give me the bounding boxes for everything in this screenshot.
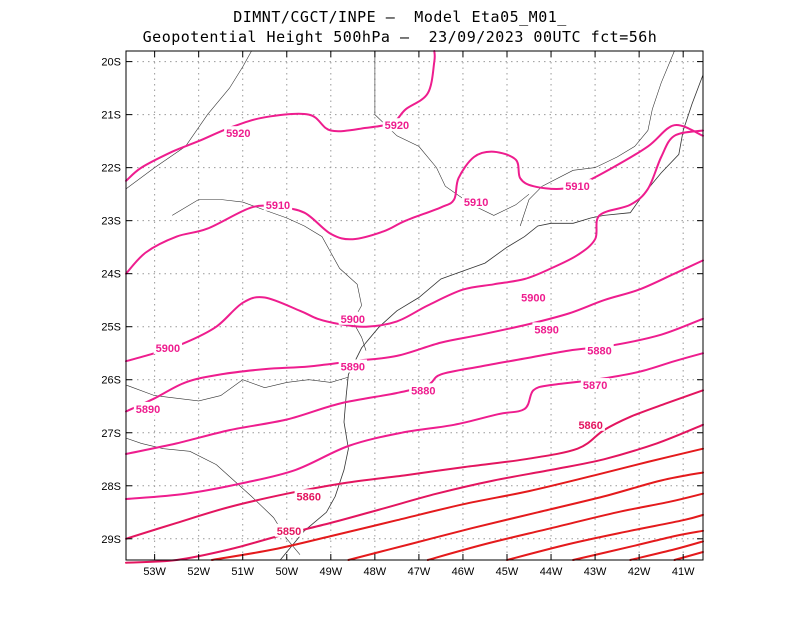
contour-label-bg (576, 417, 605, 431)
map-geography (125, 50, 704, 561)
contour-line-5920 (125, 50, 436, 182)
map-frame (125, 50, 704, 561)
lat-tick-label: 21S (101, 110, 121, 122)
lat-tick-label: 24S (101, 269, 121, 281)
contour-label-bg (338, 311, 368, 325)
contour-line-5810 (506, 513, 704, 561)
lon-tick-label: 51W (231, 566, 254, 578)
contour-label: 5890 (341, 361, 365, 373)
lon-tick-label: 44W (540, 566, 563, 578)
contour-line-5860 (125, 389, 704, 540)
lon-tick-label: 50W (275, 566, 298, 578)
contour-label: 5890 (136, 404, 160, 416)
contour-line-5830 (347, 471, 704, 561)
contour-line-5780 (673, 551, 704, 561)
contour-label: 5900 (341, 314, 365, 326)
contour-label-bg (585, 343, 614, 357)
contour-label: 5860 (578, 420, 602, 432)
state-border (519, 50, 675, 227)
chart-title-line2: Geopotential Height 500hPa – 23/09/2023 … (142, 28, 658, 46)
contour-label-bg (382, 118, 412, 132)
contour-line-5850 (125, 423, 704, 564)
contour-label-bg (519, 290, 548, 304)
lat-tick-label: 28S (101, 481, 121, 493)
lon-tick-label: 45W (496, 566, 519, 578)
map-gridlines (126, 51, 703, 560)
contour-line-5890 (125, 259, 704, 413)
contour-labels: 5920 5920 5910 5910 5910 5900 5900 5900 5890 5890… (133, 118, 614, 538)
chart-title-line1: DIMNT/CGCT/INPE – Model Eta05_M01_ (233, 8, 567, 26)
lon-tick-label: 49W (320, 566, 343, 578)
contour-label-bg (153, 340, 183, 354)
lat-tick-label: 27S (101, 428, 121, 440)
lat-tick-label: 20S (101, 57, 121, 69)
contour-label-bg (274, 523, 304, 537)
lon-tick-label: 41W (672, 566, 695, 578)
contour-label: 5900 (521, 293, 545, 305)
lat-tick-label: 29S (101, 534, 121, 546)
lat-tick-label: 23S (101, 216, 121, 228)
contour-label: 5870 (583, 380, 607, 392)
lon-tick-label: 48W (364, 566, 387, 578)
lon-tick-label: 42W (628, 566, 651, 578)
contour-label: 5890 (534, 324, 558, 336)
contour-label: 5920 (226, 128, 250, 140)
axis-ticks: 53W 52W 51W 50W 49W 48W 47W 46W 45W 44W 43W 42W 41W 2… (101, 51, 703, 578)
contour-label: 5910 (464, 197, 488, 209)
contour-label-bg (294, 489, 323, 503)
lat-tick-label: 25S (101, 322, 121, 334)
contour-label: 5880 (587, 346, 611, 358)
contour-label-bg (133, 401, 163, 415)
state-border (125, 376, 349, 402)
lon-tick-label: 43W (584, 566, 607, 578)
contour-line-5840 (210, 447, 704, 561)
contour-label-bg (532, 322, 561, 336)
contour-label: 5850 (277, 526, 301, 538)
lon-tick-label: 47W (408, 566, 431, 578)
state-border (172, 199, 367, 351)
contour-line-5790 (629, 540, 704, 561)
contour-label-bg (580, 378, 610, 392)
contour-label-bg (224, 126, 253, 140)
contour-label-bg (338, 359, 368, 373)
lat-tick-label: 22S (101, 163, 121, 175)
lon-tick-label: 52W (187, 566, 210, 578)
lat-tick-label: 26S (101, 375, 121, 387)
contour-label: 5860 (297, 491, 321, 503)
contour-line-5900 (125, 129, 704, 363)
contour-lines (125, 50, 704, 564)
contour-label-bg (409, 383, 438, 397)
lon-tick-label: 53W (143, 566, 166, 578)
contour-label-bg (263, 197, 293, 211)
contour-label: 5900 (156, 343, 180, 355)
contour-label: 5910 (266, 200, 290, 212)
contour-label-bg (563, 179, 592, 193)
state-border (374, 51, 530, 216)
contour-label-bg (461, 195, 491, 209)
state-border (125, 50, 252, 190)
contour-label: 5880 (411, 385, 435, 397)
contour-label: 5910 (565, 181, 589, 193)
lon-tick-label: 46W (452, 566, 475, 578)
contour-line-5820 (426, 492, 704, 561)
contour-label: 5920 (385, 120, 409, 132)
contour-line-5870 (125, 352, 704, 500)
contour-line-5800 (572, 529, 704, 561)
